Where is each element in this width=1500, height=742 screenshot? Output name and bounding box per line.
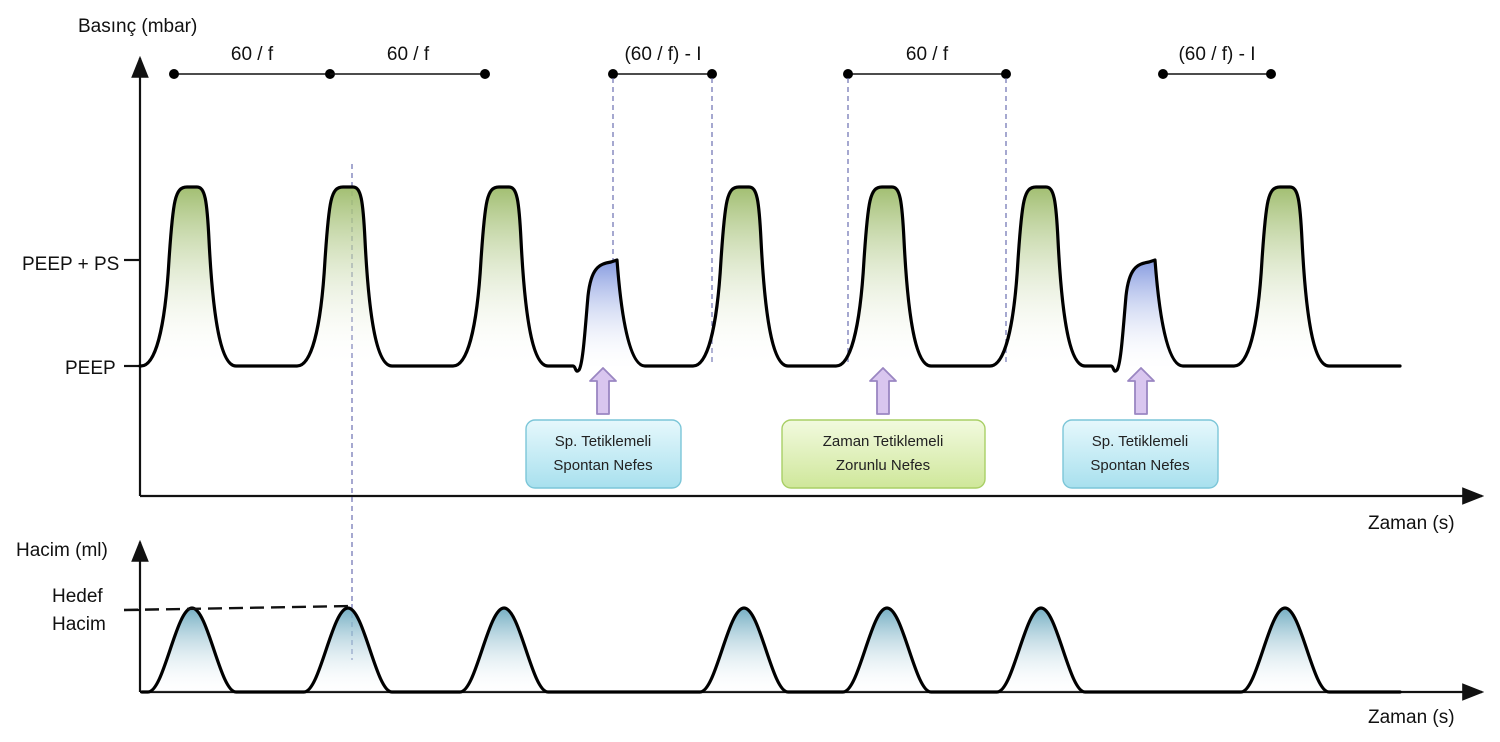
spontaneous-breath-fill <box>1111 260 1183 372</box>
interval-bracket-3: (60 / f) - I <box>608 44 717 79</box>
interval-label: 60 / f <box>906 44 949 65</box>
mandatory-breath-fill <box>990 187 1085 366</box>
volume-breath-fills <box>148 608 1329 692</box>
interval-brackets: 60 / f 60 / f (60 / f) - I 60 / f (60 / … <box>169 44 1276 79</box>
up-arrow-icon <box>589 367 617 415</box>
volume-breath-fill <box>843 608 931 692</box>
interval-bracket-4: 60 / f <box>843 44 1011 79</box>
target-volume-line <box>123 604 353 612</box>
peep-label: PEEP <box>65 358 116 379</box>
volume-axis-title: Hacim (ml) <box>16 540 108 561</box>
spontaneous-breath-fill <box>573 260 645 372</box>
mandatory-breath-fill <box>453 187 548 366</box>
volume-waveform <box>140 606 1402 694</box>
up-arrow-icon <box>1127 367 1155 415</box>
callout-mandatory: Zaman Tetiklemeli Zorunlu Nefes <box>781 419 986 489</box>
callout-line-2: Spontan Nefes <box>553 457 652 474</box>
interval-bracket-1: 60 / f <box>169 44 335 79</box>
volume-time-label: Zaman (s) <box>1368 707 1455 728</box>
mandatory-breath-fill <box>836 187 931 366</box>
volume-breath-fill <box>304 608 392 692</box>
pressure-waveform <box>138 185 1402 373</box>
interval-label: 60 / f <box>231 44 274 65</box>
callout-line-1: Sp. Tetiklemeli <box>555 433 651 450</box>
callout-arrows <box>589 367 1155 415</box>
volume-breath-fill <box>1241 608 1329 692</box>
guide-lines <box>351 78 1007 660</box>
pressure-axis-title: Basınç (mbar) <box>78 16 197 37</box>
mandatory-breath-fill <box>141 187 236 366</box>
pressure-breath-fills <box>141 187 1329 372</box>
volume-breath-fill <box>700 608 788 692</box>
interval-label: 60 / f <box>387 44 430 65</box>
pressure-time-label: Zaman (s) <box>1368 513 1455 534</box>
callout-spontaneous-1: Sp. Tetiklemeli Spontan Nefes <box>525 419 682 489</box>
pressure-axes <box>124 55 1485 505</box>
interval-label: (60 / f) - I <box>624 44 701 65</box>
callout-line-1: Zaman Tetiklemeli <box>823 433 944 450</box>
volume-breath-fill <box>460 608 548 692</box>
volume-breath-fill <box>148 608 236 692</box>
interval-label: (60 / f) - I <box>1178 44 1255 65</box>
callout-spontaneous-2: Sp. Tetiklemeli Spontan Nefes <box>1062 419 1219 489</box>
interval-bracket-5: (60 / f) - I <box>1158 44 1276 79</box>
up-arrow-icon <box>869 367 897 415</box>
callout-line-2: Zorunlu Nefes <box>836 457 930 474</box>
peep-ps-label: PEEP + PS <box>22 254 119 275</box>
target-volume-label-1: Hedef <box>52 586 103 607</box>
interval-bracket-2: 60 / f <box>330 44 490 79</box>
callout-line-1: Sp. Tetiklemeli <box>1092 433 1188 450</box>
callout-line-2: Spontan Nefes <box>1090 457 1189 474</box>
mandatory-breath-fill <box>693 187 788 366</box>
mandatory-breath-fill <box>297 187 392 366</box>
volume-breath-fill <box>997 608 1085 692</box>
mandatory-breath-fill <box>1234 187 1329 366</box>
target-volume-label-2: Hacim <box>52 614 106 635</box>
